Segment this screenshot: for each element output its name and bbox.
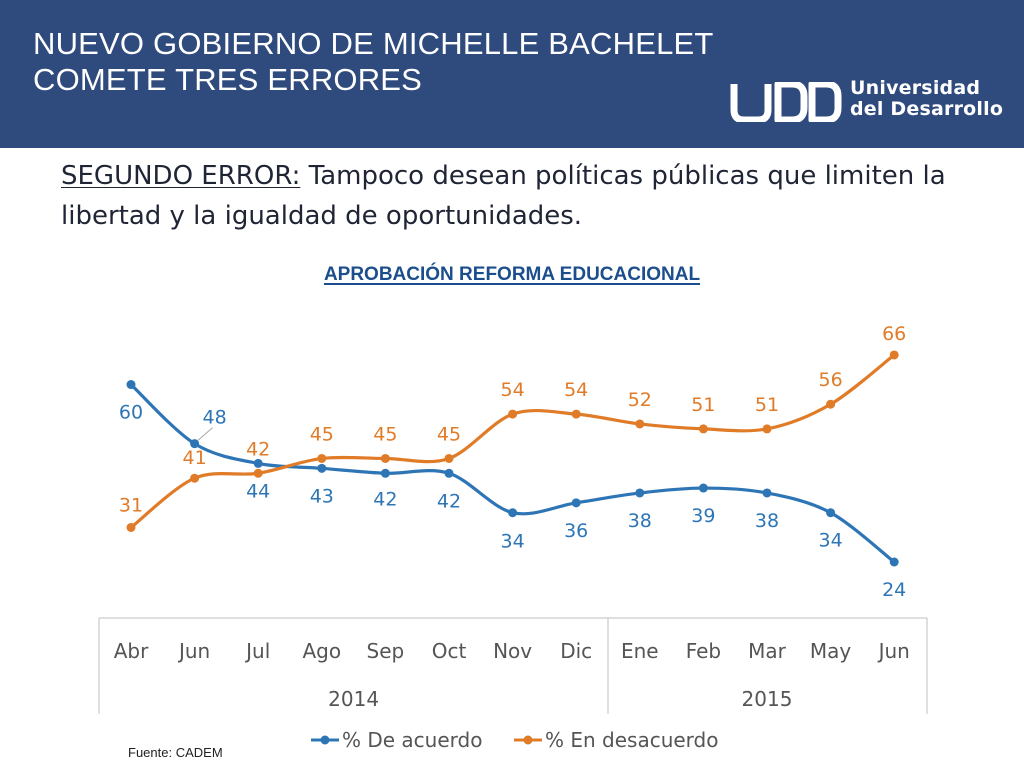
data-point [126, 522, 136, 532]
data-label: 45 [373, 423, 397, 445]
x-tick-label: Feb [686, 639, 721, 663]
x-tick-label: Oct [432, 639, 467, 663]
page-title: NUEVO GOBIERNO DE MICHELLE BACHELET COME… [33, 26, 833, 98]
university-name: Universidad del Desarrollo [850, 78, 1003, 120]
legend-marker [320, 735, 330, 745]
legend-marker [523, 735, 533, 745]
x-group-label: 2015 [742, 687, 793, 711]
data-point [762, 424, 772, 434]
data-point [444, 468, 454, 478]
data-label: 42 [246, 438, 270, 460]
x-tick-label: Ene [621, 639, 659, 663]
data-point [635, 419, 645, 429]
data-label: 34 [819, 530, 843, 552]
data-point [190, 439, 200, 449]
label-leader-line [197, 427, 213, 442]
data-point [826, 508, 836, 518]
data-label: 34 [501, 531, 525, 553]
x-tick-label: Dic [560, 639, 592, 663]
data-point [698, 483, 708, 493]
data-label: 60 [119, 402, 143, 424]
data-point [635, 488, 645, 498]
data-label: 52 [628, 389, 652, 411]
data-point [317, 463, 327, 473]
data-label: 48 [203, 407, 227, 429]
udd-logo-mark-icon [730, 82, 842, 122]
data-label: 36 [564, 520, 588, 542]
data-label: 56 [819, 369, 843, 391]
data-label: 66 [882, 323, 906, 345]
header-banner: NUEVO GOBIERNO DE MICHELLE BACHELET COME… [0, 0, 1024, 148]
data-point [508, 409, 518, 419]
page-title-line-1: NUEVO GOBIERNO DE MICHELLE BACHELET [33, 26, 714, 61]
data-label: 45 [437, 423, 461, 445]
data-label: 38 [755, 510, 779, 532]
data-point [444, 453, 454, 463]
chart-title-text: APROBACIÓN REFORMA EDUCACIONAL [323, 264, 701, 285]
data-point [698, 424, 708, 434]
data-label: 39 [691, 505, 715, 527]
data-label: 42 [437, 490, 461, 512]
x-group-label: 2014 [328, 687, 379, 711]
legend-label: % De acuerdo [342, 728, 482, 752]
data-point [571, 409, 581, 419]
data-point [190, 473, 200, 483]
legend-label: % En desacuerdo [545, 728, 719, 752]
subtitle-text: Tampoco desean políticas públicas que li… [61, 161, 946, 231]
x-tick-label: Jun [877, 639, 910, 663]
data-label: 45 [310, 423, 334, 445]
x-tick-label: Nov [493, 639, 532, 663]
data-label: 42 [373, 488, 397, 510]
data-label: 24 [882, 579, 906, 601]
data-label: 54 [501, 379, 525, 401]
source-note: Fuente: CADEM [128, 745, 223, 760]
data-label: 43 [310, 485, 334, 507]
x-tick-label: Jul [244, 639, 270, 663]
university-name-line-2: del Desarrollo [850, 98, 1004, 120]
data-point [508, 508, 518, 518]
x-tick-label: Sep [367, 639, 405, 663]
data-label: 31 [119, 494, 143, 516]
data-label: 38 [628, 510, 652, 532]
data-point [253, 458, 263, 468]
x-tick-label: Ago [302, 639, 341, 663]
data-point [380, 468, 390, 478]
university-name-line-1: Universidad [850, 77, 981, 99]
data-label: 41 [183, 447, 207, 469]
subtitle-lead: SEGUNDO ERROR: [61, 161, 301, 191]
x-tick-label: Jun [177, 639, 210, 663]
x-tick-label: May [810, 639, 852, 663]
x-tick-label: Mar [748, 639, 787, 663]
data-point [889, 557, 899, 567]
data-point [571, 498, 581, 508]
data-point [317, 453, 327, 463]
data-point [762, 488, 772, 498]
data-label: 44 [246, 480, 270, 502]
data-point [253, 468, 263, 478]
data-point [380, 453, 390, 463]
chart-title: APROBACIÓN REFORMA EDUCACIONAL [0, 264, 1024, 286]
data-label: 54 [564, 379, 588, 401]
university-logo: Universidad del Desarrollo [730, 76, 1010, 126]
page-title-line-2: COMETE TRES ERRORES [33, 62, 423, 97]
data-label: 51 [691, 394, 715, 416]
data-point [889, 350, 899, 360]
x-tick-label: Abr [114, 639, 149, 663]
slide-subtitle: SEGUNDO ERROR: Tampoco desean políticas … [61, 156, 1001, 236]
data-point [126, 380, 136, 390]
data-point [826, 399, 836, 409]
data-label: 51 [755, 394, 779, 416]
